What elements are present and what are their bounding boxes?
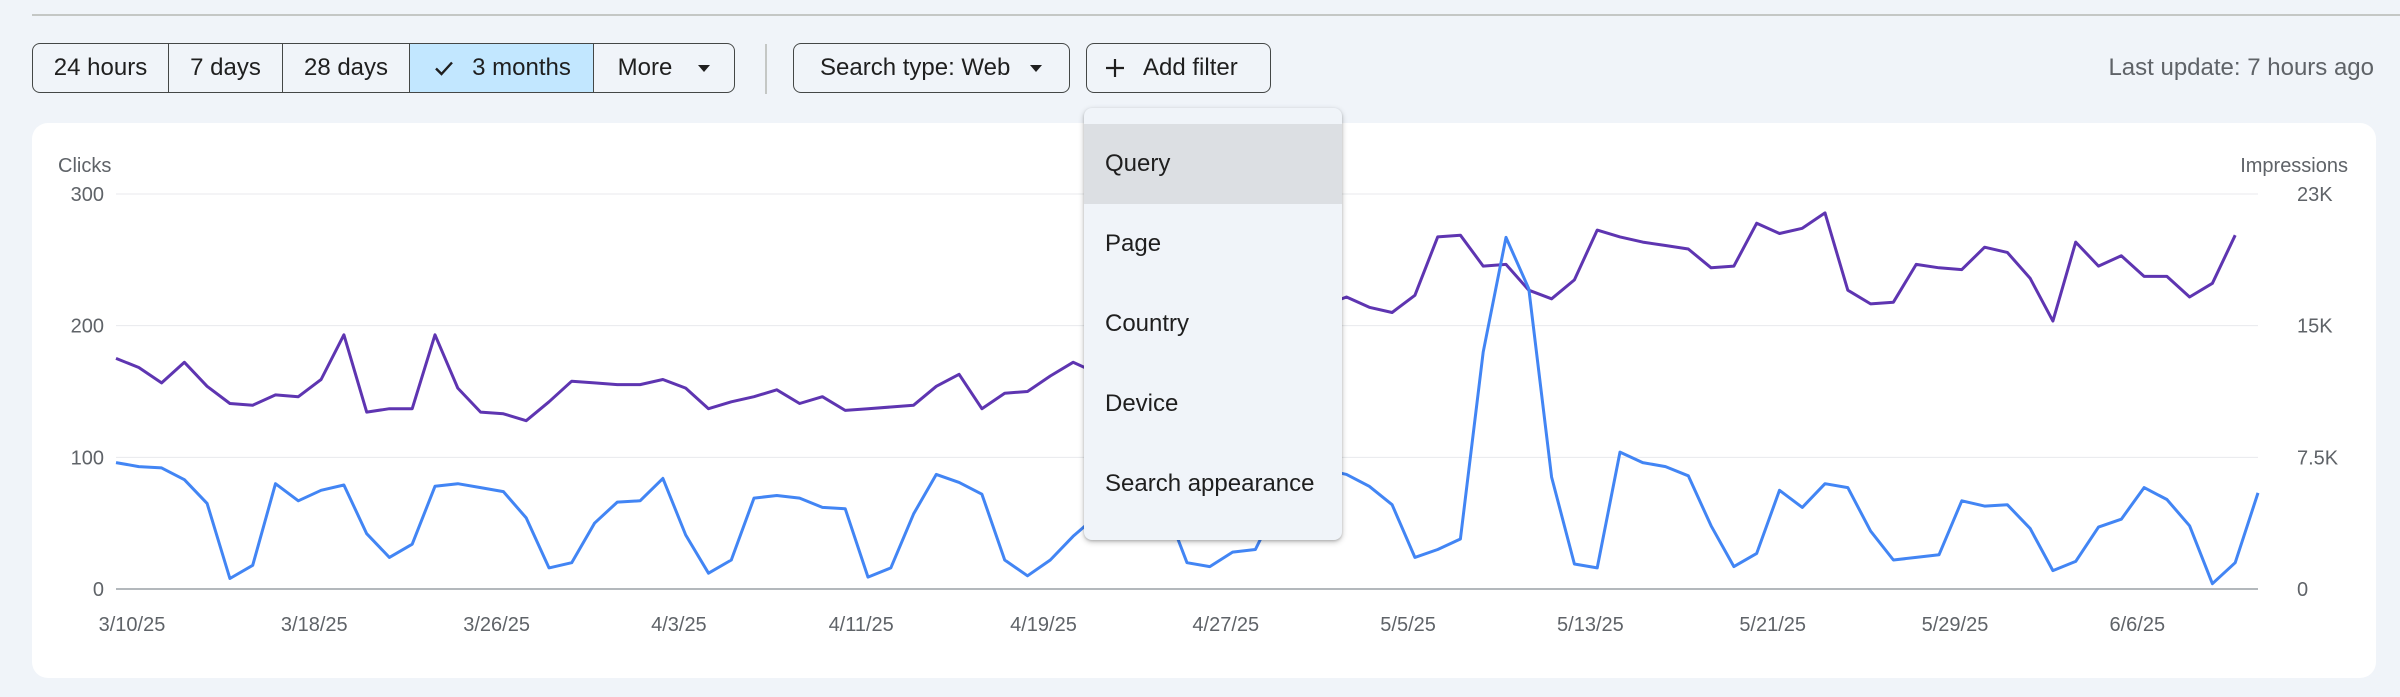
x-axis-tick: 5/21/25 (1739, 614, 1806, 636)
menu-item-query[interactable]: Query (1084, 124, 1342, 204)
filter-type-menu: Query Page Country Device Search appeara… (1084, 108, 1342, 540)
add-filter-label: Add filter (1143, 54, 1238, 81)
last-update-text: Last update: 7 hours ago (2108, 54, 2374, 81)
left-axis-tick: 100 (71, 447, 104, 469)
right-axis-tick: 0 (2297, 579, 2308, 601)
left-axis-tick: 0 (93, 579, 104, 601)
plus-icon (1106, 59, 1124, 77)
menu-item-search-appearance[interactable]: Search appearance (1105, 470, 1315, 497)
x-axis-tick: 6/6/25 (2109, 614, 2165, 636)
right-axis-tick: 23K (2297, 184, 2333, 206)
x-axis-tick: 4/27/25 (1192, 614, 1259, 636)
add-filter-button[interactable]: Add filter (1086, 43, 1271, 93)
menu-item-page[interactable]: Page (1105, 230, 1162, 257)
x-axis-tick: 3/18/25 (281, 614, 348, 636)
left-axis-tick: 300 (71, 184, 104, 206)
performance-chart: 300 23K 200 15K 100 7.5K 0 0 Clicks Impressions 3/… (58, 155, 2348, 636)
caret-down-icon (1030, 64, 1043, 72)
range-more-button[interactable]: More (594, 44, 734, 92)
check-icon (435, 61, 454, 76)
range-label: 3 months (472, 54, 571, 81)
search-type-dropdown[interactable]: Search type: Web (793, 43, 1070, 93)
x-axis-tick: 3/10/25 (99, 614, 166, 636)
range-label: 7 days (190, 54, 261, 81)
range-label: 24 hours (53, 54, 148, 81)
right-axis-tick: 15K (2297, 316, 2333, 338)
top-divider (32, 14, 2400, 16)
toolbar-separator (765, 44, 767, 94)
x-axis-tick: 5/5/25 (1380, 614, 1436, 636)
x-axis-tick: 5/29/25 (1922, 614, 1989, 636)
right-axis-tick: 7.5K (2297, 447, 2339, 469)
range-label: 28 days (303, 54, 389, 81)
range-7-days-button[interactable]: 7 days (169, 44, 283, 92)
clicks-series-line (115, 235, 2260, 586)
range-24-hours-button[interactable]: 24 hours (33, 44, 169, 92)
x-axis-tick: 4/11/25 (829, 614, 894, 636)
x-axis-tick: 3/26/25 (463, 614, 530, 636)
left-axis-tick: 200 (71, 316, 104, 338)
range-label: More (617, 54, 673, 81)
x-axis-tick: 4/19/25 (1010, 614, 1077, 636)
menu-item-device[interactable]: Device (1105, 390, 1179, 417)
range-28-days-button[interactable]: 28 days (283, 44, 410, 92)
left-axis-label: Clicks (58, 155, 111, 177)
date-range-selector: 24 hours 7 days 28 days 3 months More (32, 43, 735, 93)
chart-ticks: 300 23K 200 15K 100 7.5K 0 0 Clicks Impressions 3/… (58, 155, 2348, 636)
x-axis-tick: 5/13/25 (1557, 614, 1624, 636)
x-axis-tick: 4/3/25 (651, 614, 707, 636)
search-type-label: Search type: Web (820, 54, 1011, 81)
caret-down-icon (698, 64, 711, 72)
range-3-months-button[interactable]: 3 months (410, 44, 594, 92)
right-axis-label: Impressions (2240, 155, 2348, 177)
menu-item-country[interactable]: Country (1105, 310, 1190, 337)
